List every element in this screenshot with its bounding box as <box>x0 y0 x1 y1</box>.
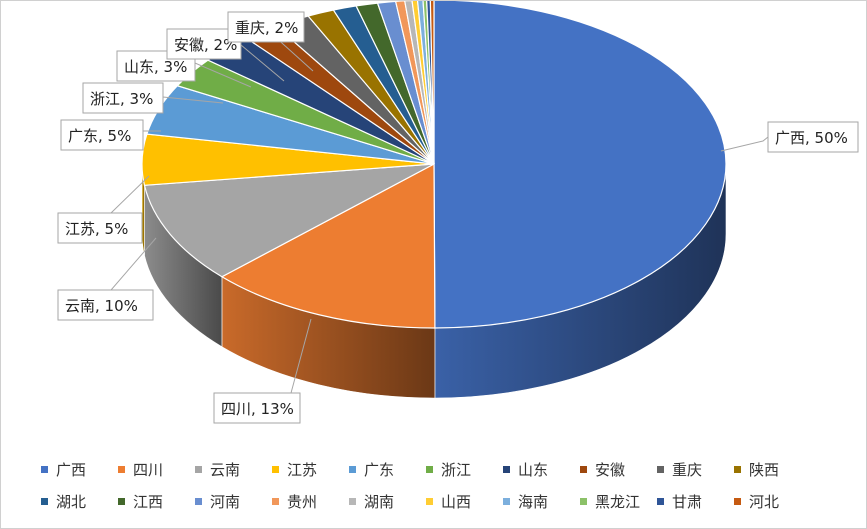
pie-slice-四川 <box>220 163 436 329</box>
legend-item: 江西 <box>118 491 195 512</box>
pie-slice-贵州 <box>394 1 435 165</box>
legend-item: 湖南 <box>349 491 426 512</box>
data-labels: 广西, 50% 四川, 13% 云南, 10% 江苏, 5% 广东, 5% 浙江, 3% 山… <box>57 11 859 424</box>
data-label-text: 浙江, 3% <box>90 90 153 108</box>
legend-item: 海南 <box>503 491 580 512</box>
pie-slice-山西 <box>411 1 435 165</box>
legend-row: 广西 四川 云南 江苏 广东 浙江 山东 安徽 重庆 陕西 <box>41 453 841 485</box>
data-label-box <box>227 11 305 43</box>
legend-item: 浙江 <box>426 459 503 480</box>
legend-item: 广东 <box>349 459 426 480</box>
data-label-box <box>82 82 164 114</box>
legend-swatch <box>41 465 48 473</box>
legend-label: 广东 <box>364 460 395 479</box>
data-label-box <box>767 121 859 153</box>
data-label-box <box>57 212 143 244</box>
legend-swatch <box>734 497 741 505</box>
data-label-text: 重庆, 2% <box>235 19 298 37</box>
pie-side-walls <box>141 163 727 399</box>
legend-item: 贵州 <box>272 491 349 512</box>
legend-swatch <box>503 497 510 505</box>
pie-slice-云南 <box>143 163 435 278</box>
data-label-box <box>60 119 144 151</box>
legend-item: 山东 <box>503 459 580 480</box>
legend-item: 重庆 <box>657 459 734 480</box>
legend-swatch <box>41 497 48 505</box>
legend-item: 四川 <box>118 459 195 480</box>
legend-label: 安徽 <box>595 460 626 479</box>
legend-swatch <box>118 497 125 505</box>
legend-row: 湖北 江西 河南 贵州 湖南 山西 海南 黑龙江 甘肃 河北 <box>41 485 841 517</box>
legend-label: 贵州 <box>287 492 318 511</box>
data-label-text: 四川, 13% <box>221 400 294 418</box>
pie-chart: 广西, 50% 四川, 13% 云南, 10% 江苏, 5% 广东, 5% 浙江, 3% 山… <box>57 1 859 424</box>
legend: 广西 四川 云南 江苏 广东 浙江 山东 安徽 重庆 陕西湖北 江西 河南 贵州 湖南 山西 海南 黑龙江 甘肃 河… <box>41 453 841 517</box>
legend-swatch <box>657 465 664 473</box>
pie-top <box>141 1 727 329</box>
legend-swatch <box>349 465 356 473</box>
legend-label: 云南 <box>210 460 241 479</box>
legend-label: 陕西 <box>749 460 780 479</box>
data-label-text: 安徽, 2% <box>174 36 237 54</box>
legend-label: 江苏 <box>287 460 318 479</box>
legend-swatch <box>657 497 664 505</box>
data-label-box <box>213 392 301 424</box>
legend-item: 陕西 <box>734 459 811 480</box>
legend-swatch <box>734 465 741 473</box>
leader-line <box>720 136 769 152</box>
data-label-text: 云南, 10% <box>65 297 138 315</box>
legend-label: 河南 <box>210 492 241 511</box>
legend-label: 河北 <box>749 492 780 511</box>
pie-slice-甘肃 <box>426 1 435 165</box>
legend-swatch <box>349 497 356 505</box>
legend-label: 山东 <box>518 460 549 479</box>
legend-label: 黑龙江 <box>595 492 641 511</box>
legend-swatch <box>580 465 587 473</box>
legend-label: 广西 <box>56 460 87 479</box>
legend-swatch <box>272 497 279 505</box>
legend-label: 湖南 <box>364 492 395 511</box>
legend-item: 黑龙江 <box>580 491 657 512</box>
legend-label: 湖北 <box>56 492 87 511</box>
data-label-text: 广东, 5% <box>68 127 131 145</box>
legend-label: 浙江 <box>441 460 472 479</box>
legend-swatch <box>195 465 202 473</box>
legend-label: 重庆 <box>672 460 703 479</box>
pie-slice-广西 <box>433 1 727 329</box>
data-label-text: 江苏, 5% <box>65 220 128 238</box>
legend-swatch <box>426 465 433 473</box>
legend-label: 江西 <box>133 492 164 511</box>
legend-item: 安徽 <box>580 459 657 480</box>
data-label-box <box>57 289 154 321</box>
legend-item: 河南 <box>195 491 272 512</box>
legend-swatch <box>503 465 510 473</box>
legend-label: 山西 <box>441 492 472 511</box>
legend-swatch <box>580 497 587 505</box>
legend-swatch <box>195 497 202 505</box>
legend-item: 河北 <box>734 491 811 512</box>
data-label-text: 广西, 50% <box>775 129 848 147</box>
legend-item: 云南 <box>195 459 272 480</box>
legend-label: 甘肃 <box>672 492 703 511</box>
legend-item: 江苏 <box>272 459 349 480</box>
legend-item: 广西 <box>41 459 118 480</box>
pie-slice-河北 <box>429 1 435 165</box>
legend-swatch <box>118 465 125 473</box>
data-label-text: 山东, 3% <box>124 58 187 76</box>
pie-slice-湖南 <box>404 1 435 165</box>
legend-swatch <box>426 497 433 505</box>
legend-item: 湖北 <box>41 491 118 512</box>
legend-label: 四川 <box>133 460 164 479</box>
legend-item: 山西 <box>426 491 503 512</box>
legend-label: 海南 <box>518 492 549 511</box>
legend-item: 甘肃 <box>657 491 734 512</box>
legend-swatch <box>272 465 279 473</box>
